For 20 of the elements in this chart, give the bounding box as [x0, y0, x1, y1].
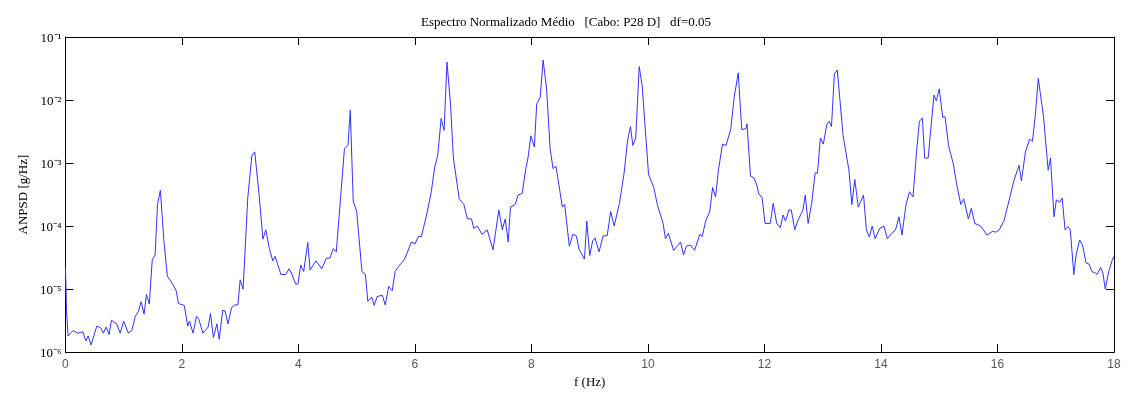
- x-tick-label: 2: [178, 357, 186, 372]
- y-tick-label: 10⁻⁶: [39, 344, 62, 360]
- x-axis-title: f (Hz): [574, 374, 606, 389]
- x-tick-label: 4: [295, 357, 303, 372]
- y-axis-title: ANPSD [g/Hz]: [15, 154, 30, 235]
- y-tick-label: 10⁻⁴: [39, 218, 62, 234]
- x-tick-label: 14: [874, 357, 888, 372]
- y-tick-label: 10⁻¹: [40, 29, 62, 45]
- x-tick-label: 10: [641, 357, 655, 372]
- x-tick-label: 18: [1107, 357, 1121, 372]
- x-tick-label: 6: [411, 357, 419, 372]
- y-tick-label: 10⁻³: [40, 155, 62, 171]
- x-tick-label: 8: [528, 357, 536, 372]
- x-tick-label: 0: [62, 357, 70, 372]
- line-series: [64, 59, 1115, 346]
- x-tick-label: 12: [757, 357, 772, 372]
- y-tick-label: 10⁻²: [40, 92, 62, 108]
- x-tick-label: 16: [990, 357, 1005, 372]
- y-tick-label: 10⁻⁵: [39, 281, 62, 297]
- chart-title: Espectro Normalizado Médio [Cabo: P28 D] df=0.05: [420, 14, 712, 29]
